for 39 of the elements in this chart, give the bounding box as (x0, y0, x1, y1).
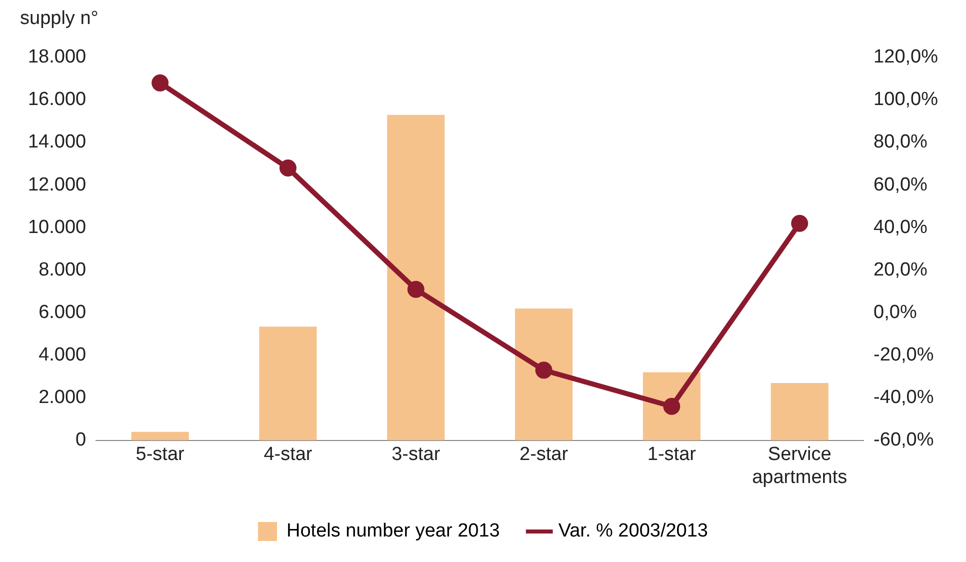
y-tick-label: 6.000 (38, 302, 86, 323)
y2-tick-label: 20,0% (874, 259, 928, 280)
y2-tick-label: 40,0% (874, 216, 928, 238)
y-tick-label: 10.000 (28, 216, 86, 238)
x-tick-label: 3-star (392, 444, 441, 466)
bar (387, 114, 445, 440)
y-tick-label: 2.000 (38, 387, 86, 408)
y2-tick-label: 100,0% (874, 89, 938, 110)
x-tick-label: Service apartments (752, 444, 848, 488)
x-tick-label: 5-star (136, 444, 186, 466)
y-tick-label: 16.000 (28, 89, 86, 110)
y2-tick-label: -20,0% (874, 344, 934, 366)
point (535, 362, 552, 379)
legend-label: Var. % 2003/2013 (558, 520, 708, 542)
y-tick-label: 4.000 (38, 344, 86, 366)
bar (515, 308, 573, 440)
y2-tick-label: -40,0% (874, 387, 934, 408)
y2-tick-label: 80,0% (874, 132, 928, 153)
y-tick-label: 14.000 (28, 132, 86, 153)
x-tick-label: 1-star (647, 444, 697, 466)
point (791, 214, 808, 232)
y-tick-label: 0 (76, 430, 86, 451)
y-axis-title: supply n° (19, 8, 100, 31)
y2-tick-label: -60,0% (874, 430, 934, 451)
y-tick-label: 8.000 (38, 259, 86, 280)
bar (259, 326, 317, 440)
point (407, 280, 424, 298)
point (279, 160, 296, 177)
bar (131, 432, 189, 440)
y2-tick-label: 120,0% (874, 46, 938, 68)
y2-tick-label: 60,0% (874, 174, 928, 196)
bar (770, 382, 828, 440)
y2-tick-label: 0,0% (874, 302, 917, 323)
x-tick-label: 4-star (264, 444, 313, 466)
y-tick-label: 18.000 (28, 46, 86, 68)
point (152, 74, 169, 92)
legend-label: Hotels number year 2013 (286, 520, 500, 542)
y-tick-label: 12.000 (28, 174, 86, 196)
x-tick-label: 2-star (520, 444, 569, 466)
